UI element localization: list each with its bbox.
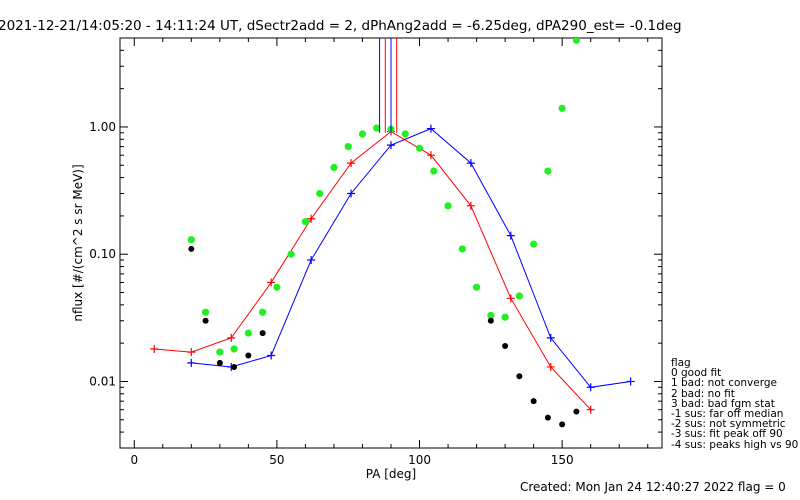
fit-point [501,313,509,321]
data-point [307,214,316,223]
data-point [387,141,395,150]
data-point [586,383,595,392]
x-tick-label: 50 [269,453,284,467]
fit-point [259,308,267,316]
data-point [347,159,356,168]
data-point [150,344,159,353]
model-point [559,421,566,428]
fit-point [301,218,310,226]
series-blue [187,124,635,392]
model-point [231,363,238,370]
y-tick-label: 0.01 [89,374,116,388]
y-tick-label: 0.10 [89,247,116,261]
fit-point [401,130,409,138]
data-point [267,278,276,287]
fit-point [544,167,552,175]
data-point [546,362,555,371]
data-point [426,151,435,160]
fit-point [472,283,481,291]
fit-point [358,130,367,138]
series-green [187,38,581,356]
data-point [347,189,356,198]
fit-point [415,144,424,152]
fit-point [515,292,523,300]
fit-point [330,163,338,172]
fit-point [487,311,495,320]
data-point [267,351,276,360]
flag-legend: flag 0 good fit 1 bad: not converge 2 ba… [671,358,798,450]
fit-point [187,236,195,244]
data-point [187,348,196,357]
legend-item: 3 bad: bad fgm stat [671,397,775,410]
fit-point [530,240,538,248]
data-point [426,124,435,133]
fit-point [458,245,466,253]
fit-point [316,189,324,198]
data-point [187,358,196,367]
legend-item: -4 sus: peaks high vs 90 [671,438,799,451]
fit-point [558,104,566,112]
fit-point [216,348,224,356]
fit-point [244,329,252,337]
fit-point [344,143,352,151]
data-point [506,294,515,303]
plot-title: 2021-12-21/14:05:20 - 14:11:24 UT, dSect… [0,18,682,34]
model-point [544,414,551,421]
data-point [626,377,635,386]
model-point [245,352,252,359]
fit-point [287,250,295,258]
fit-point [273,283,281,291]
data-point [586,405,595,414]
created-timestamp: Created: Mon Jan 24 12:40:27 2022 flag =… [520,480,786,494]
x-axis-label: PA [deg] [366,467,416,481]
model-point [530,398,537,405]
fit-point [230,345,238,353]
data-layer [150,38,635,428]
model-point [259,330,266,337]
legend-item: 1 bad: not converge [671,377,777,390]
fit-point [373,124,381,132]
legend-title: flag [671,357,691,369]
data-point [227,333,236,342]
x-tick-label: 150 [551,453,574,467]
legend-item: -3 sus: fit peak off 90 [671,428,783,441]
legend-item: -2 sus: not symmetric [671,418,786,431]
fit-point [572,38,581,44]
model-point [216,359,223,366]
data-point [466,159,475,168]
model-point [573,408,580,415]
series-line [154,130,592,411]
x-tick-label: 0 [130,453,138,467]
y-axis-label: nflux [#/(cm^2 s sr MeV)] [71,164,85,321]
data-point [546,333,555,342]
model-point [188,245,195,252]
data-point [506,231,515,240]
legend-item: 0 good fit [671,367,722,380]
x-tick-label: 100 [408,453,431,467]
legend-item: -1 sus: far off median [671,407,784,420]
fit-point [430,167,438,175]
data-point [307,256,316,265]
fit-point [201,308,210,316]
legend-item: 2 bad: no fit [671,387,735,400]
y-tick-label: 1.00 [89,120,116,134]
model-point [202,317,209,324]
series-line [191,128,631,388]
model-point [487,317,494,324]
model-point [502,342,509,349]
model-point [516,373,523,380]
series-black [188,245,580,428]
series-red [150,127,595,414]
data-point [466,201,475,210]
fit-point [444,202,452,210]
